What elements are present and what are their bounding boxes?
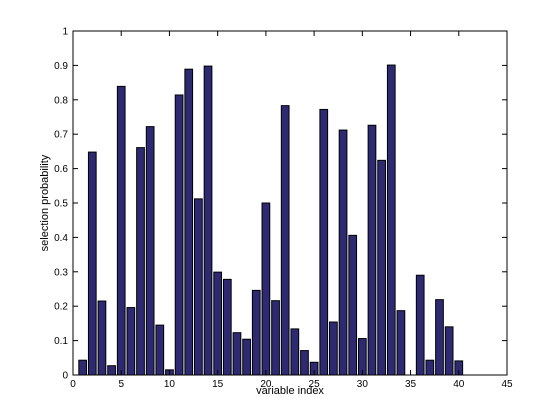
y-tick-label: 0.2 xyxy=(54,302,68,313)
y-tick-label: 0.4 xyxy=(54,233,68,244)
bar-6 xyxy=(126,307,136,376)
x-tick-label: 35 xyxy=(405,379,417,390)
bar-30 xyxy=(357,338,367,376)
y-axis-ticks: 0 0.1 0.2 0.3 0.4 0.5 0.6 0.7 0.8 0.9 1 xyxy=(54,27,507,382)
bar-15 xyxy=(213,271,223,376)
bar-8 xyxy=(145,126,155,376)
bar-5 xyxy=(116,85,126,376)
x-tick-label: 5 xyxy=(118,379,124,390)
y-tick-label: 0.6 xyxy=(54,164,68,175)
bar-4 xyxy=(107,365,116,376)
bar-9 xyxy=(155,324,165,376)
bar-12 xyxy=(184,68,194,376)
bar-2 xyxy=(87,151,97,376)
x-tick-label: 25 xyxy=(309,379,321,390)
y-tick-label: 0.1 xyxy=(54,336,68,347)
bar-26 xyxy=(319,108,329,376)
bar-38 xyxy=(435,299,444,376)
x-tick-label: 10 xyxy=(164,379,176,390)
bar-13 xyxy=(194,198,203,376)
x-tick-label: 15 xyxy=(212,379,224,390)
bar-14 xyxy=(203,65,213,376)
y-tick-label: 0.9 xyxy=(54,61,68,72)
x-tick-label: 40 xyxy=(453,379,465,390)
bar-18 xyxy=(242,338,251,376)
bar-16 xyxy=(222,278,232,376)
x-tick-label: 0 xyxy=(70,379,76,390)
bar-29 xyxy=(348,234,358,376)
y-tick-label: 0.8 xyxy=(54,95,68,106)
bar-3 xyxy=(97,300,107,376)
y-tick-label: 0 xyxy=(62,371,68,382)
bar-20 xyxy=(261,202,271,376)
bar-23 xyxy=(290,328,300,376)
x-tick-label: 30 xyxy=(357,379,369,390)
bar-21 xyxy=(271,300,280,376)
bar-7 xyxy=(136,147,145,376)
bar-39 xyxy=(444,326,454,376)
bar-31 xyxy=(367,124,377,376)
y-tick-label: 0.3 xyxy=(54,267,68,278)
bar-1 xyxy=(78,359,88,376)
x-axis-label: variable index xyxy=(256,385,324,397)
bar-27 xyxy=(329,321,338,376)
bar-24 xyxy=(300,350,309,376)
y-tick-label: 0.7 xyxy=(54,130,68,141)
bar-36 xyxy=(415,274,425,376)
y-axis-label: selection probability xyxy=(39,154,51,251)
bar-37 xyxy=(425,359,435,376)
bar-11 xyxy=(174,94,184,376)
x-axis-ticks: 0 5 10 15 20 25 30 35 40 45 xyxy=(70,31,513,390)
y-tick-label: 1 xyxy=(62,27,68,38)
bar-34 xyxy=(396,310,406,376)
bar-28 xyxy=(338,129,348,376)
x-tick-label: 45 xyxy=(501,379,513,390)
bar-series xyxy=(78,64,464,376)
x-tick-label: 20 xyxy=(260,379,272,390)
bar-32 xyxy=(377,159,386,376)
bar-17 xyxy=(232,332,242,376)
bar-22 xyxy=(280,105,290,376)
bar-19 xyxy=(251,289,261,376)
y-tick-label: 0.5 xyxy=(54,199,68,210)
bar-33 xyxy=(386,64,396,376)
